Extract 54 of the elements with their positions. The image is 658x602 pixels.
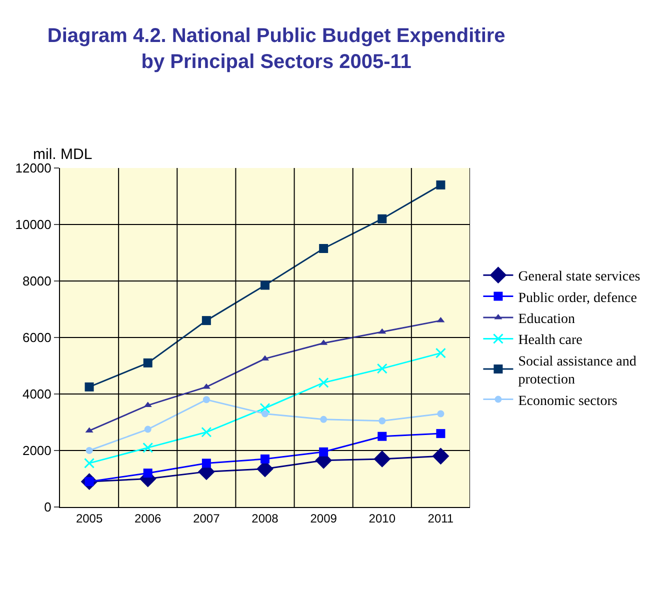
y-axis-title: mil. MDL [33, 146, 92, 163]
x-tick-label: 2007 [193, 511, 220, 526]
legend-label: General state services [518, 270, 640, 285]
point [144, 426, 152, 433]
point [378, 328, 386, 334]
y-tick-label: 0 [44, 500, 52, 515]
point [202, 396, 210, 404]
point [378, 432, 387, 441]
point [319, 244, 328, 254]
point [320, 416, 328, 423]
point [318, 377, 329, 388]
point [262, 410, 268, 418]
point [260, 280, 270, 290]
chart-title: Diagram 4.2. National Public Budget Expenditire by Principal Sectors 2005-11 [47, 25, 506, 74]
point [84, 382, 94, 392]
point [432, 448, 450, 465]
point [142, 442, 154, 453]
point [260, 454, 270, 464]
point [202, 316, 211, 326]
point [202, 383, 210, 389]
point [144, 402, 152, 408]
point [436, 429, 446, 438]
legend-label: Social assistance and protection [518, 354, 636, 388]
y-tick-label: 4000 [22, 386, 52, 402]
point [143, 468, 152, 478]
x-tick-label: 2008 [252, 511, 279, 526]
legend-label: Education [518, 312, 575, 327]
y-tick-label: 12000 [15, 160, 52, 176]
point [374, 450, 391, 468]
point [84, 458, 95, 468]
y-tick-label: 8000 [22, 274, 52, 289]
point [378, 417, 386, 424]
point [435, 348, 446, 358]
point [378, 214, 387, 224]
point [436, 180, 446, 190]
point [319, 447, 328, 456]
point [260, 402, 270, 414]
point [143, 358, 152, 368]
point [86, 447, 93, 454]
x-tick-label: 2010 [368, 511, 396, 526]
x-tick-label: 2005 [76, 511, 103, 526]
y-tick-label: 6000 [22, 330, 52, 346]
point [201, 426, 212, 438]
legend-label: Health care [518, 333, 582, 348]
legend-label: Public order, defence [518, 290, 637, 306]
point [202, 458, 211, 468]
legend-label: Economic sectors [518, 394, 618, 409]
y-tick-label: 10000 [15, 217, 52, 232]
x-tick-label: 2009 [310, 511, 338, 526]
point [376, 363, 388, 374]
x-tick-label: 2006 [134, 511, 162, 526]
y-tick-label: 2000 [22, 443, 52, 458]
x-tick-label: 2011 [428, 511, 454, 526]
point [437, 410, 444, 418]
